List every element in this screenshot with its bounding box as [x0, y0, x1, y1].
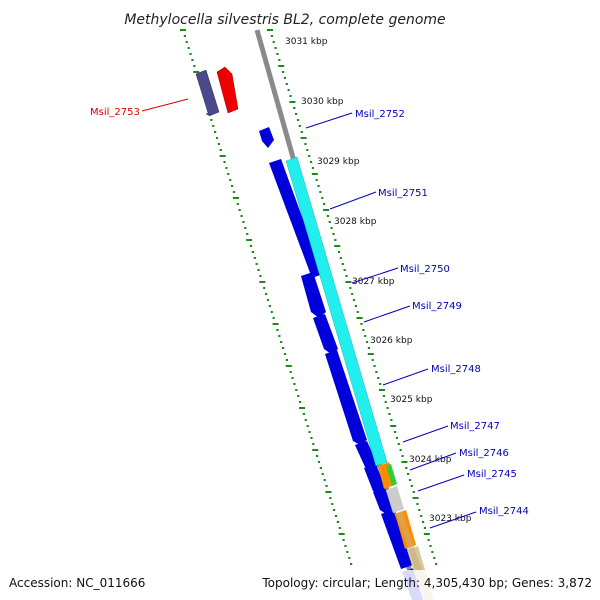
gene-labels: Msil_2753 Msil_2752 Msil_2751 Msil_2750 …	[90, 98, 529, 529]
ruler-label: 3027 kbp	[352, 277, 395, 287]
gene-feature-msil-2750[interactable]	[301, 272, 326, 318]
ruler-label: 3029 kbp	[317, 157, 360, 167]
genome-stats-text: Topology: circular; Length: 4,305,430 bp…	[261, 576, 592, 590]
ruler-label: 3024 kbp	[409, 455, 452, 465]
gene-feature-msil-2747[interactable]	[355, 441, 378, 471]
gene-label-msil-2746[interactable]: Msil_2746	[459, 448, 509, 459]
ruler-label: 3026 kbp	[370, 336, 413, 346]
gene-label-msil-2749[interactable]: Msil_2749	[412, 301, 462, 312]
gene-label-msil-2745[interactable]: Msil_2745	[467, 469, 517, 480]
gene-feature-msil-2748[interactable]	[325, 350, 367, 445]
gene-label-msil-2751[interactable]: Msil_2751	[378, 188, 428, 199]
ruler-label: 3030 kbp	[301, 97, 344, 107]
gene-feature-cyan-strip	[285, 156, 388, 467]
gene-feature-msil-2753-purple[interactable]	[195, 69, 220, 117]
gene-label-msil-2752[interactable]: Msil_2752	[355, 109, 405, 120]
ruler-label: 3023 kbp	[429, 514, 472, 524]
gene-feature-msil-2753[interactable]	[216, 66, 239, 114]
gene-features	[195, 66, 434, 600]
accession-text: Accession: NC_011666	[9, 576, 145, 590]
gene-feature-msil-2749[interactable]	[313, 314, 338, 354]
gene-label-msil-2748[interactable]: Msil_2748	[431, 364, 481, 375]
ruler-label: 3028 kbp	[334, 217, 377, 227]
ruler-labels: 3031 kbp 3030 kbp 3029 kbp 3028 kbp 3027…	[285, 37, 472, 524]
gene-feature-msil-2751[interactable]	[269, 159, 323, 278]
ruler-label: 3025 kbp	[390, 395, 433, 405]
gene-label-msil-2753[interactable]: Msil_2753	[90, 107, 140, 118]
gene-label-msil-2750[interactable]: Msil_2750	[400, 264, 450, 275]
gene-label-msil-2744[interactable]: Msil_2744	[479, 506, 529, 517]
footer-bg	[0, 570, 600, 600]
map-title: Methylocella silvestris BL2, complete ge…	[124, 12, 445, 28]
gene-feature-msil-2746[interactable]	[364, 464, 386, 495]
gene-feature-green	[386, 464, 397, 486]
ruler-label: 3031 kbp	[285, 37, 328, 47]
gene-feature-msil-2745[interactable]	[373, 488, 392, 514]
gene-feature-msil-2752[interactable]	[259, 127, 274, 148]
gene-feature-gray	[386, 486, 404, 513]
gene-feature-msil-2744[interactable]	[381, 510, 413, 569]
gene-label-msil-2747[interactable]: Msil_2747	[450, 421, 500, 432]
